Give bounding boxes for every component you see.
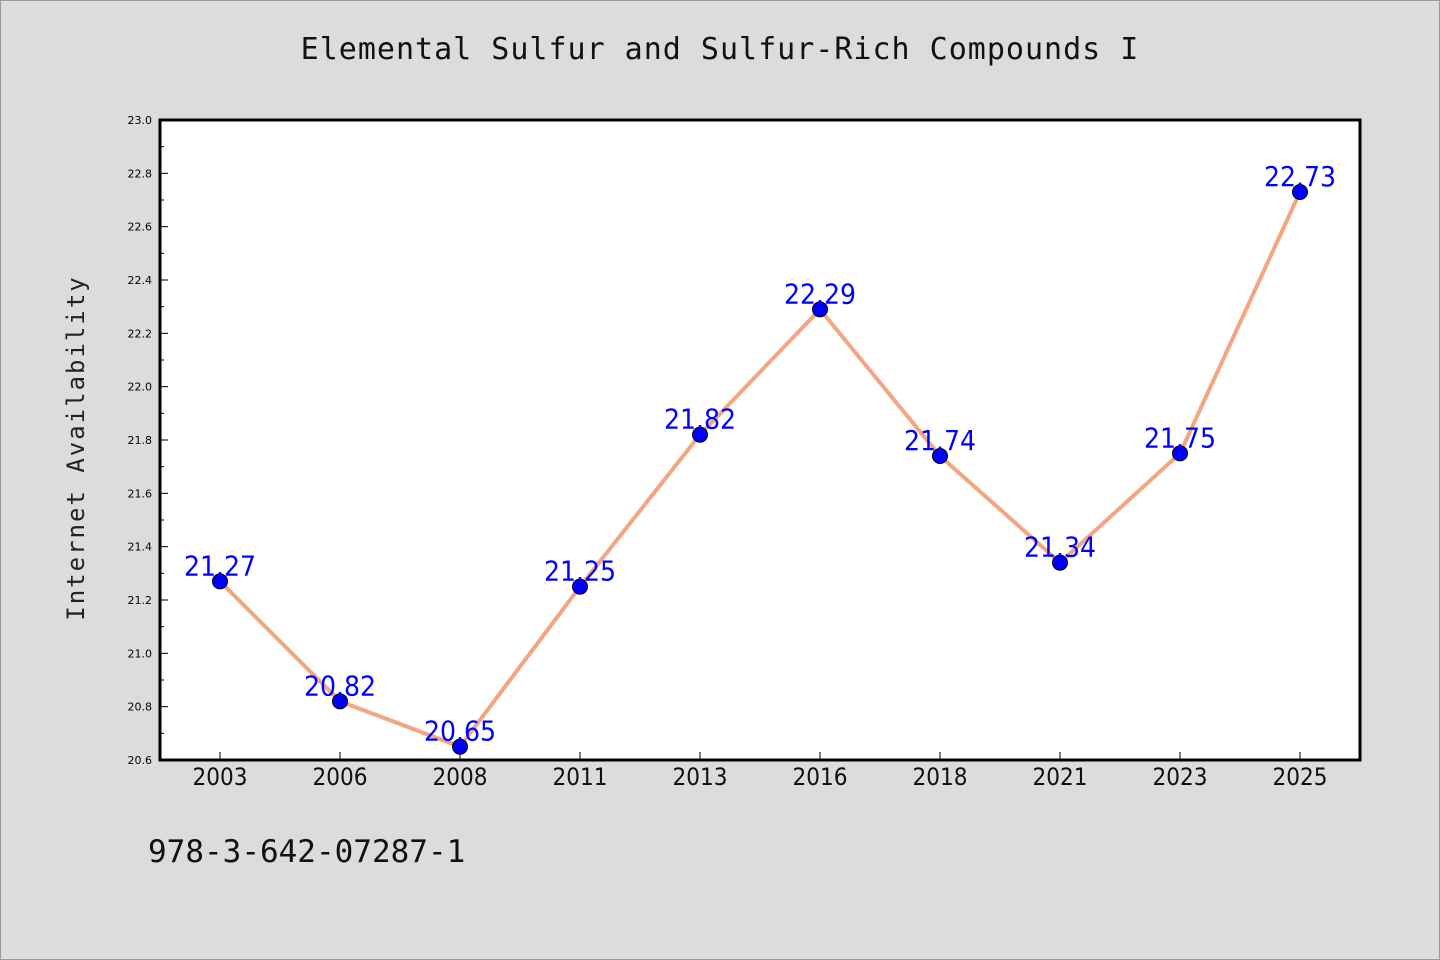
isbn-code: 978-3-642-07287-1 <box>148 834 466 870</box>
x-tick-label: 2025 <box>1273 763 1328 791</box>
y-tick-label: 22.0 <box>128 381 153 394</box>
data-label: 21.25 <box>544 555 616 588</box>
data-label: 20.82 <box>304 669 376 702</box>
y-tick-label: 20.6 <box>128 754 153 767</box>
data-point <box>692 426 708 443</box>
y-tick-label: 22.2 <box>128 327 153 340</box>
data-point <box>1292 184 1308 200</box>
y-tick-label: 21.6 <box>128 487 153 500</box>
data-point <box>332 693 348 710</box>
y-tick-label: 23.0 <box>128 114 153 127</box>
data-label: 20.65 <box>424 715 496 748</box>
x-tick-label: 2013 <box>673 763 728 791</box>
data-label: 22.73 <box>1264 160 1336 193</box>
data-label: 21.74 <box>904 424 976 457</box>
data-label: 21.75 <box>1144 421 1216 454</box>
y-tick-label: 21.2 <box>128 594 153 607</box>
data-point <box>1052 554 1068 571</box>
x-tick-label: 2008 <box>433 763 488 791</box>
y-tick-label: 21.8 <box>128 434 153 447</box>
series-line <box>218 191 1302 749</box>
data-point <box>572 578 588 595</box>
x-tick-label: 2023 <box>1153 763 1208 791</box>
data-point <box>932 448 948 464</box>
chart-title: Elemental Sulfur and Sulfur-Rich Compoun… <box>300 32 1140 67</box>
y-tick-label: 21.0 <box>128 647 153 660</box>
y-tick-label: 20.8 <box>128 701 153 714</box>
x-tick-label: 2011 <box>553 763 608 791</box>
y-tick-label: 22.4 <box>128 274 153 287</box>
y-tick-label: 22.6 <box>128 221 153 234</box>
y-tick-label: 21.4 <box>128 541 153 554</box>
data-point <box>212 573 228 590</box>
x-tick-label: 2003 <box>193 763 248 791</box>
x-tick-label: 2006 <box>313 763 368 791</box>
y-tick-label: 22.8 <box>128 167 153 180</box>
plot-area <box>160 120 1360 760</box>
data-label: 21.82 <box>664 403 736 436</box>
plot-border <box>158 118 1362 762</box>
x-tick-label: 2016 <box>793 763 848 791</box>
data-point <box>452 738 468 755</box>
data-point <box>1172 445 1188 462</box>
data-label: 22.29 <box>784 277 856 310</box>
data-label: 21.34 <box>1024 531 1096 564</box>
data-point <box>812 301 828 318</box>
data-label: 21.27 <box>184 549 256 582</box>
x-tick-label: 2021 <box>1033 763 1088 791</box>
x-tick-label: 2018 <box>913 763 968 791</box>
